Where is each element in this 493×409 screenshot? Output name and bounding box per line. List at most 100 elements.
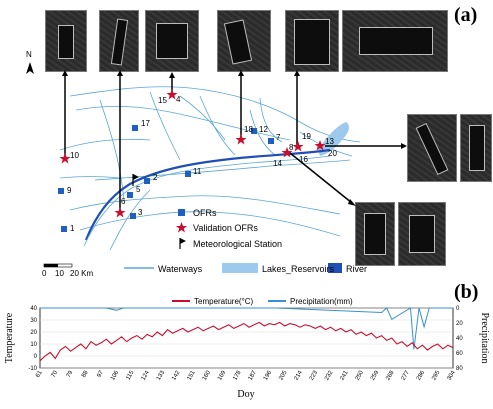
x-tick-label: 223 [309,369,320,381]
temperature-series [39,321,454,362]
precipitation-series [40,307,453,350]
meteorological-station-icon [132,174,139,186]
thumbnail-site-20a [407,114,457,182]
legend-river: River [346,264,368,274]
thumbnail-site-20b [460,114,492,182]
legend-lakes-reservoirs: Lakes_Reservoirs [262,264,335,274]
site-label-5: 5 [136,185,141,194]
site-label-1: 1 [70,224,75,233]
x-tick-label: 178 [232,369,243,381]
validation-marker-20 [314,140,326,151]
panel-b-chart: -10 0 10 20 30 40 0 20 40 60 80 61 70 79 88 97 106 115 1… [0,290,493,404]
thumbnail-site-14a [355,202,395,266]
y-axis-title-right: Precipitation [479,312,490,363]
scale-tick-20: 20 Km [70,269,94,278]
river-floodplain [83,155,331,247]
x-tick-label: 151 [186,369,197,381]
map-legend-symbols [124,209,342,273]
x-tick-label: 133 [156,369,167,381]
x-axis-ticks: 61 70 79 88 97 106 115 124 133 142 151 160 169 178 187… [35,369,457,381]
right-tick-label: 80 [456,366,463,372]
x-tick-label: 196 [263,369,274,381]
left-tick-label: 10 [30,342,37,348]
temperature-line [39,321,454,362]
x-tick-label: 169 [217,369,228,381]
x-tick-label: 61 [35,369,44,378]
thumbnail-site-14b [398,202,446,266]
ofr-marker-2 [144,178,150,184]
x-axis-title: Doy [237,389,254,400]
thumbnail-site-19 [285,10,339,72]
site-label-20: 20 [328,149,337,158]
ofr-marker-17 [132,125,138,131]
x-tick-label: 232 [324,369,335,381]
legend-ofrs: OFRs [193,208,217,218]
scale-tick-10: 10 [55,269,64,278]
thumbnail-site-15 [145,10,199,72]
thumbnail-site-19-wide [342,10,448,72]
x-tick-label: 124 [141,369,152,381]
x-tick-label: 160 [202,369,213,381]
x-tick-label: 259 [370,369,381,381]
site-label-6: 6 [121,197,126,206]
left-axis-ticks: -10 0 10 20 30 40 [28,306,37,372]
precipitation-line [40,307,453,350]
x-tick-label: 286 [416,369,427,381]
x-tick-label: 214 [294,369,305,381]
scale-bar [43,263,73,268]
validation-marker-18 [235,134,247,145]
left-tick-label: 20 [30,330,37,336]
x-tick-label: 295 [431,369,442,381]
right-tick-label: 40 [456,336,463,342]
x-tick-label: 115 [126,369,136,381]
x-tick-label: 79 [66,369,75,378]
left-tick-label: 40 [30,306,37,312]
site-label-3: 3 [138,208,143,217]
ofr-marker-3 [130,213,136,219]
y-axis-title-left: Temperature [4,312,15,363]
site-label-16: 16 [299,155,308,164]
thumbnail-site-10 [45,10,87,72]
x-tick-label: 277 [401,369,412,381]
validation-marker-10 [59,153,71,164]
x-tick-label: 304 [447,369,458,381]
right-axis-ticks: 0 20 40 60 80 [456,306,463,372]
ofr-marker-12 [251,128,257,134]
ofr-markers [58,125,274,232]
x-tick-label: 241 [339,369,350,381]
ofr-marker-11 [185,171,191,177]
x-tick-label: 205 [278,369,289,381]
north-label: N [26,50,32,59]
right-tick-label: 20 [456,321,463,327]
x-tick-label: 88 [81,369,90,378]
ofr-marker-5 [127,192,133,198]
site-label-10: 10 [70,151,79,160]
right-tick-label: 60 [456,351,463,357]
validation-marker-8 [281,147,293,158]
site-label-9: 9 [67,186,72,195]
validation-ofr-markers [59,89,326,218]
thumbnail-site-18 [217,10,271,72]
x-tick-label: 250 [355,369,366,381]
site-label-19: 19 [302,132,311,141]
x-tick-label: 70 [50,369,59,378]
ofr-marker-1 [61,226,67,232]
site-label-14: 14 [273,159,282,168]
left-tick-label: -10 [28,366,37,372]
site-label-13: 13 [325,137,334,146]
panel-a: (a) [26,4,492,278]
site-label-4: 4 [176,95,181,104]
climate-chart: -10 0 10 20 30 40 0 20 40 60 80 61 70 79 88 97 106 115 1… [4,297,490,400]
x-tick-label: 97 [96,369,105,378]
x-tick-label: 187 [248,369,259,381]
legend-precipitation: Precipitation(mm) [290,297,353,306]
validation-marker-6 [114,207,126,218]
connector-arrowheads [62,70,407,206]
north-arrow-icon [26,62,34,74]
right-tick-label: 0 [456,306,460,312]
thumbnail-site-6 [99,10,139,72]
thumbnail-connectors [64,74,403,210]
left-tick-label: 30 [30,318,37,324]
scale-tick-0: 0 [42,269,47,278]
x-tick-label: 142 [171,369,182,381]
